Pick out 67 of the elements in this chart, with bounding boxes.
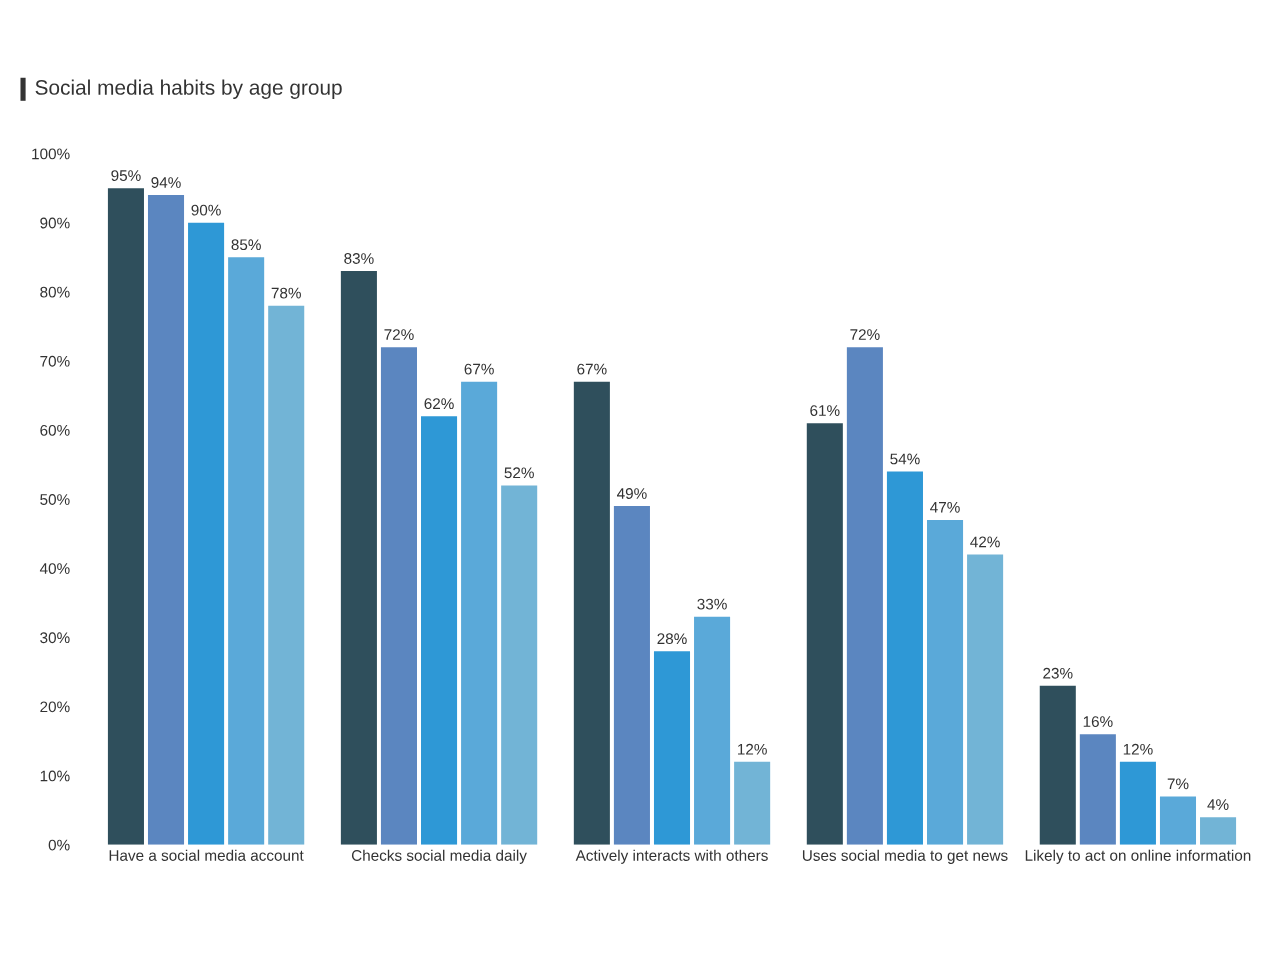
data-label: 67%: [464, 363, 494, 375]
bar: [573, 381, 610, 845]
x-tick-label: Checks social media daily: [351, 849, 527, 864]
data-label: 52%: [504, 467, 534, 479]
y-tick-label: 0%: [48, 839, 70, 851]
data-label: 28%: [657, 633, 687, 645]
bar: [147, 195, 185, 845]
data-label: 54%: [890, 453, 920, 465]
bar: [268, 305, 305, 845]
bar: [1039, 685, 1076, 845]
bar: [421, 416, 458, 845]
y-tick-label: 100%: [32, 148, 70, 160]
data-label: 95%: [111, 170, 141, 181]
data-label: 78%: [271, 287, 301, 299]
data-label: 72%: [384, 329, 414, 340]
y-tick-label: 40%: [39, 563, 70, 575]
data-label: 90%: [191, 204, 221, 216]
chart-title: Social media habits by age group: [35, 79, 342, 99]
data-label: 61%: [810, 405, 840, 416]
data-label: 85%: [231, 239, 261, 251]
data-label: 42%: [970, 536, 1000, 548]
bar: [340, 271, 377, 845]
bar: [694, 616, 731, 845]
bar: [846, 347, 883, 845]
data-label: 16%: [1083, 716, 1113, 728]
bar: [188, 222, 225, 845]
bar: [1079, 734, 1116, 845]
data-label: 12%: [738, 743, 767, 755]
data-label: 4%: [1207, 799, 1229, 810]
data-label: 72%: [850, 329, 880, 340]
y-tick-label: 60%: [40, 424, 70, 436]
data-label: 23%: [1043, 667, 1073, 679]
bar: [380, 347, 417, 845]
bar: [653, 651, 691, 845]
x-tick-label: Likely to act on online information: [1025, 849, 1251, 864]
x-tick-label: Actively interacts with others: [575, 849, 768, 864]
y-tick-label: 80%: [40, 286, 70, 298]
data-label: 62%: [424, 398, 454, 410]
bar: [107, 188, 144, 845]
bar: [967, 554, 1004, 845]
bar: [228, 257, 265, 845]
x-tick-label: Uses social media to get news: [802, 849, 1008, 864]
data-label: 12%: [1123, 743, 1153, 755]
y-tick-label: 70%: [40, 355, 70, 367]
bar: [927, 519, 964, 845]
y-tick-label: 90%: [40, 217, 70, 229]
data-label: 67%: [577, 363, 607, 375]
data-label: 49%: [616, 488, 647, 499]
y-tick-label: 10%: [40, 770, 70, 782]
x-tick-label: Have a social media account: [109, 849, 304, 861]
data-label: 83%: [344, 253, 374, 264]
bar: [461, 381, 498, 845]
y-tick-label: 30%: [40, 632, 70, 644]
bar: [501, 485, 538, 845]
bar: [1200, 817, 1237, 845]
data-label: 7%: [1167, 778, 1189, 790]
bar: [806, 423, 843, 845]
bar: [613, 506, 650, 845]
y-tick-label: 20%: [40, 701, 70, 713]
data-label: 47%: [930, 502, 960, 513]
bar: [1159, 796, 1197, 845]
bar: [1119, 761, 1156, 845]
bar: [886, 471, 923, 845]
data-label: 94%: [151, 177, 181, 188]
data-label: 33%: [697, 598, 727, 610]
y-tick-label: 50%: [40, 494, 70, 505]
bar: [734, 761, 771, 845]
